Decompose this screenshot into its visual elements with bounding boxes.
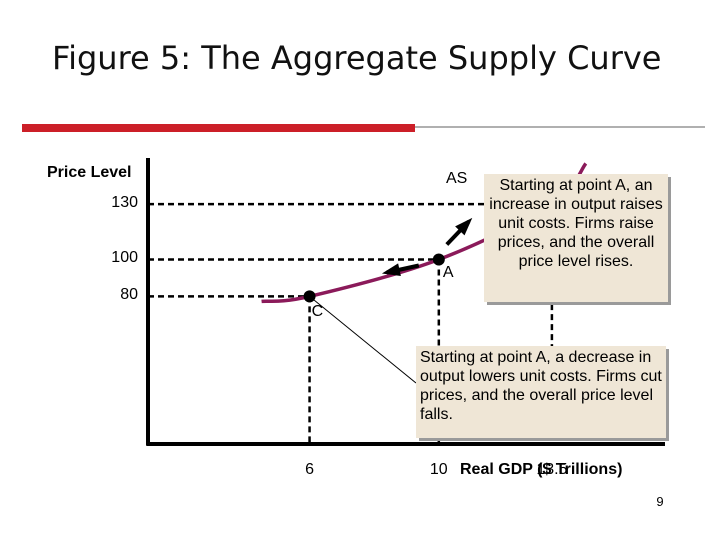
title-divider-line bbox=[415, 126, 705, 128]
slide-title: Figure 5: The Aggregate Supply Curve bbox=[52, 39, 662, 77]
x-tick-label: 13.5 bbox=[536, 461, 568, 478]
title-accent-bar bbox=[22, 124, 415, 132]
callout-line-decrease bbox=[309, 295, 417, 384]
x-axis-label: Real GDP ($ Trillions) bbox=[460, 461, 623, 478]
y-tick-label: 100 bbox=[111, 249, 138, 267]
arrow-down-head bbox=[381, 263, 401, 277]
x-tick-label: 10 bbox=[429, 461, 448, 478]
data-point-a bbox=[432, 253, 445, 266]
y-tick-label: 130 bbox=[111, 194, 138, 212]
y-axis-label: Price Level bbox=[47, 164, 132, 181]
data-point-c bbox=[303, 290, 316, 303]
arrow-up-head bbox=[455, 217, 473, 236]
point-label-a: A bbox=[442, 264, 454, 282]
page-number: 9 bbox=[656, 494, 664, 509]
annotation-decrease: Starting at point A, a decrease in outpu… bbox=[416, 346, 666, 438]
x-tick-label: 6 bbox=[305, 461, 315, 478]
point-label-c: C bbox=[311, 303, 324, 321]
y-tick-label: 80 bbox=[120, 286, 138, 304]
annotation-increase: Starting at point A, an increase in outp… bbox=[484, 174, 668, 302]
series-label-as: AS bbox=[446, 170, 468, 187]
